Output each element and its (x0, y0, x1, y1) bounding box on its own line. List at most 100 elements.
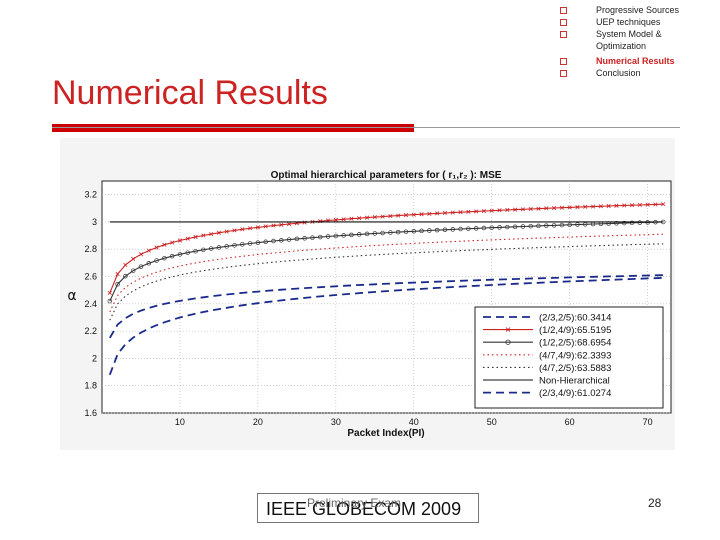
series-2-point (466, 226, 471, 231)
x-tick-label: 70 (643, 417, 653, 427)
series-1-point (575, 205, 580, 210)
series-2-point (481, 225, 487, 231)
series-2-point (247, 241, 253, 246)
y-tick-label: 1.6 (84, 408, 97, 418)
square-bullet-icon (560, 70, 567, 77)
series-1-point (115, 271, 120, 277)
series-2-point (403, 229, 409, 234)
series-1-point (637, 202, 642, 208)
series-1-point (481, 208, 487, 214)
series-1-point (146, 248, 151, 253)
series-1-point (232, 228, 237, 233)
mse-line-chart: 10 20 30 40 50 60 70 1.6 1.8 2 2.2 2.4 2.6 2.8 3 3.2 Op… (67, 170, 672, 439)
series-2-point (349, 232, 354, 238)
legend-label: Non-Hierarchical (539, 376, 610, 387)
series-line-2 (109, 221, 664, 302)
y-tick-label: 2.8 (84, 244, 97, 254)
series-2-point (310, 235, 315, 240)
series-1-point (131, 256, 136, 261)
series-1-point (450, 210, 455, 215)
nav-item-system-model[interactable]: System Model & Optimization (560, 28, 696, 52)
series-2-point (279, 238, 284, 243)
series-2-point (621, 220, 627, 226)
series-1-point (411, 212, 416, 217)
legend-label: (2/3,2/5):60.3414 (539, 313, 611, 324)
series-1-point (403, 213, 409, 218)
series-2-point (528, 223, 533, 229)
series-1-point (622, 203, 627, 208)
series-2-point (232, 243, 237, 248)
series-2-point (575, 222, 580, 227)
series-1-point (520, 207, 525, 212)
x-tick-label: 40 (409, 417, 419, 427)
series-2-point (286, 237, 292, 242)
nav-item-uep-techniques[interactable]: UEP techniques (560, 16, 696, 28)
series-1-point (201, 233, 206, 238)
x-tick-label: 20 (253, 417, 263, 427)
series-1-point (263, 224, 268, 229)
square-bullet-icon (560, 31, 567, 38)
series-2-point (201, 247, 206, 253)
series-2-point (294, 236, 300, 242)
legend-label: (1/2,4/9):65.5195 (539, 325, 611, 336)
legend-marker (505, 327, 511, 332)
series-1-point (162, 242, 167, 247)
nav-item-conclusion[interactable]: Conclusion (560, 67, 696, 79)
series-2-point (162, 255, 167, 261)
square-bullet-icon (560, 58, 567, 65)
legend-label: (2/3,4/9):61.0274 (539, 388, 611, 399)
page-number: 28 (648, 496, 662, 510)
x-tick-label: 50 (487, 417, 497, 427)
series-2-point (458, 226, 463, 232)
square-bullet-icon (560, 19, 567, 26)
nav-item-progressive-sources[interactable]: Progressive Sources (560, 4, 696, 16)
series-2-point (185, 250, 190, 255)
series-1-point (372, 215, 377, 220)
series-1-point (349, 216, 354, 221)
series-1-point (435, 211, 440, 216)
series-1-point (154, 245, 159, 250)
series-1-point (170, 240, 175, 245)
legend-label: (4/7,4/9):62.3393 (539, 350, 611, 361)
series-1-point (590, 204, 596, 209)
series-1-point (123, 262, 128, 268)
nav-item-label: Numerical Results (596, 56, 675, 66)
series-2-point (364, 231, 370, 237)
series-1-point (193, 234, 198, 240)
nav-item-label: System Model & Optimization (596, 29, 662, 51)
series-1-point (185, 236, 190, 241)
chart-panel: 10 20 30 40 50 60 70 1.6 1.8 2 2.2 2.4 2.6 2.8 3 3.2 Op… (60, 138, 675, 450)
series-1-point (567, 205, 572, 210)
series-line-0 (109, 274, 664, 339)
y-tick-label: 2.2 (84, 326, 97, 336)
series-2-point (380, 230, 385, 236)
nav-item-label: Progressive Sources (596, 5, 680, 15)
series-1-point (248, 226, 253, 231)
series-2-point (637, 220, 643, 225)
y-tick-label: 2.6 (84, 272, 97, 282)
series-1-point (364, 215, 370, 220)
series-1-point (107, 290, 112, 295)
nav-item-label: Conclusion (596, 68, 641, 78)
series-1-point (528, 206, 533, 212)
series-1-point (138, 252, 144, 257)
conference-name: IEEE GLOBECOM 2009 (266, 499, 462, 519)
nav-item-numerical-results[interactable]: Numerical Results (560, 55, 696, 67)
series-1-point (645, 202, 650, 207)
series-1-point (419, 212, 424, 217)
series-1-point (536, 206, 541, 211)
series-1-point (474, 209, 479, 214)
series-1-point (240, 227, 245, 232)
series-2-point (177, 252, 183, 257)
series-1-point (177, 238, 183, 243)
section-nav: Progressive Sources UEP techniques Syste… (560, 4, 696, 79)
slide-title: Numerical Results (52, 74, 328, 112)
series-2-point (325, 234, 331, 239)
series-2-point (333, 233, 339, 239)
legend-label: (1/2,2/5):68.6954 (539, 338, 611, 349)
series-1-point (396, 213, 401, 218)
series-1-point (427, 211, 432, 216)
series-1-point (614, 203, 619, 208)
series-2-point (263, 239, 268, 245)
series-1-point (497, 208, 502, 213)
